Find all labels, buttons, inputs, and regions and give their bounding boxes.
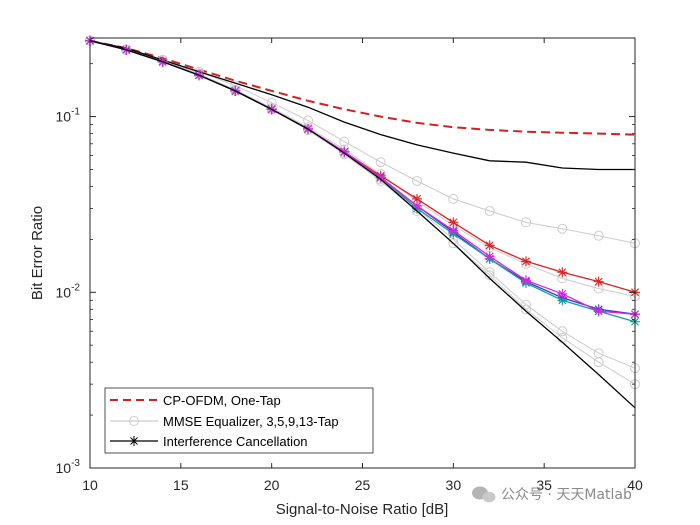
data-point	[339, 146, 350, 157]
watermark: 公众号 · 天天Matlab	[472, 486, 632, 503]
data-point	[412, 193, 422, 204]
wechat-icon	[472, 486, 496, 503]
data-point	[521, 275, 531, 286]
axis-ticks: 10 15 20 25 30 35 40 10-3 10-2 10-1	[56, 38, 643, 493]
data-point	[521, 304, 531, 315]
x-tick-label: 30	[446, 477, 462, 493]
legend-label-cp-ofdm: CP-OFDM, One-Tap	[163, 393, 281, 408]
watermark-text: 公众号 · 天天Matlab	[501, 487, 632, 503]
x-tick-label: 20	[264, 477, 280, 493]
data-point	[484, 267, 495, 278]
x-tick-label: 15	[173, 477, 189, 493]
data-point	[375, 172, 386, 183]
data-point	[557, 223, 568, 234]
series-0	[89, 39, 636, 136]
data-point	[557, 295, 568, 306]
x-tick-label: 35	[536, 477, 552, 493]
x-tick-label: 40	[627, 477, 643, 493]
data-point	[484, 206, 495, 217]
x-axis-label: Signal-to-Noise Ratio [dB]	[276, 501, 449, 518]
data-point	[521, 256, 531, 267]
data-point	[593, 230, 604, 241]
legend-label-mmse: MMSE Equalizer, 3,5,9,13-Tap	[163, 414, 339, 429]
data-point	[484, 240, 495, 251]
data-point	[593, 306, 604, 317]
data-point	[412, 175, 422, 186]
data-point	[448, 193, 459, 204]
x-tick-label: 25	[355, 477, 371, 493]
data-point	[593, 357, 604, 368]
x-tick-label: 10	[82, 477, 98, 493]
data-point	[412, 200, 422, 211]
series-layer	[85, 35, 640, 409]
data-point	[375, 157, 386, 168]
series-line	[89, 40, 636, 385]
data-point	[484, 251, 495, 262]
series-line	[89, 40, 636, 409]
y-axis-label: Bit Error Ratio	[29, 206, 46, 300]
legend-marker-mmse	[129, 416, 139, 426]
data-point	[557, 326, 568, 337]
y-tick-label: 10-2	[56, 282, 81, 300]
series-line	[89, 39, 636, 136]
legend: CP-OFDM, One-Tap MMSE Equalizer, 3,5,9,1…	[104, 387, 374, 454]
y-tick-label: 10-3	[56, 458, 81, 476]
data-point	[484, 270, 495, 281]
data-point	[521, 217, 531, 228]
series-10	[89, 40, 636, 409]
data-point	[448, 225, 459, 236]
data-point	[593, 276, 604, 287]
data-point	[557, 267, 568, 278]
series-5	[89, 40, 635, 171]
y-tick-label: 10-1	[56, 107, 81, 125]
data-point	[557, 288, 568, 299]
legend-marker-interference	[129, 436, 139, 446]
legend-label-interference: Interference Cancellation	[163, 434, 308, 449]
data-point	[339, 136, 350, 147]
series-line	[89, 40, 635, 171]
